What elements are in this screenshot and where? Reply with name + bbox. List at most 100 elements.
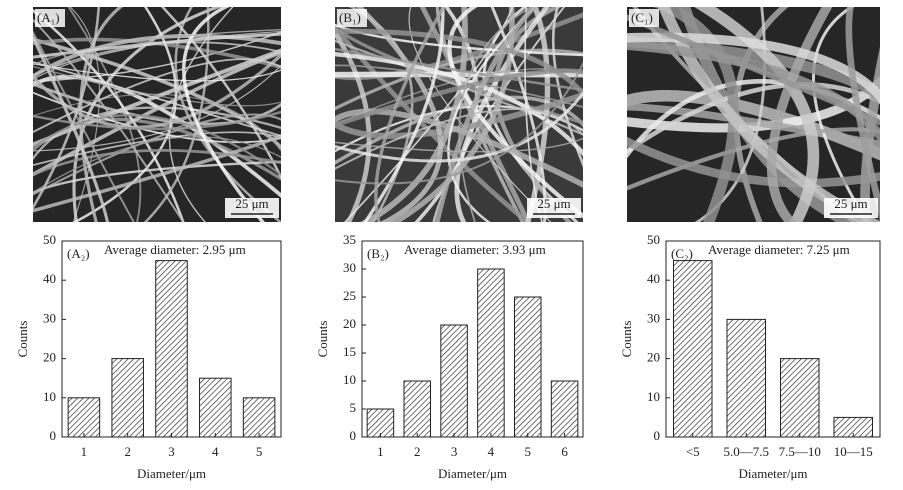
scale-label: 25 μm bbox=[537, 196, 570, 211]
bar bbox=[779, 358, 820, 438]
scale-bg bbox=[824, 198, 878, 218]
fiber bbox=[335, 68, 583, 128]
panel-label: (C₂) bbox=[671, 246, 693, 261]
y-tick-label: 50 bbox=[43, 232, 56, 247]
fiber bbox=[335, 23, 583, 57]
x-tick-label: 6 bbox=[561, 444, 568, 459]
x-tick-label: 3 bbox=[168, 444, 175, 459]
y-tick-label: 20 bbox=[343, 316, 356, 331]
fiber bbox=[458, 7, 534, 222]
x-tick-label: 1 bbox=[377, 444, 384, 459]
fiber bbox=[335, 108, 583, 188]
image-label: (B₁) bbox=[339, 10, 361, 25]
fiber bbox=[524, 7, 543, 222]
fiber bbox=[627, 40, 880, 144]
y-tick-label: 30 bbox=[343, 260, 356, 275]
bar bbox=[513, 296, 542, 438]
x-axis-label: Diameter/μm bbox=[438, 466, 507, 481]
x-axis-label: Diameter/μm bbox=[137, 466, 206, 481]
fiber bbox=[335, 52, 583, 157]
x-tick-label: 4 bbox=[488, 444, 495, 459]
label-bg bbox=[337, 9, 367, 27]
fiber bbox=[33, 134, 281, 213]
bar bbox=[672, 260, 713, 438]
fibers bbox=[33, 7, 281, 222]
fiber bbox=[335, 28, 583, 98]
y-tick-label: 25 bbox=[343, 288, 356, 303]
y-axis-label: Counts bbox=[15, 321, 30, 358]
x-tick-label: 10—15 bbox=[834, 444, 873, 459]
fiber bbox=[67, 7, 142, 222]
x-tick-label: 5.0—7.5 bbox=[724, 444, 770, 459]
fiber bbox=[33, 32, 110, 222]
y-tick-label: 35 bbox=[343, 232, 356, 247]
fiber bbox=[79, 7, 124, 222]
y-tick-label: 20 bbox=[647, 350, 660, 365]
fiber bbox=[33, 31, 281, 81]
y-tick-label: 30 bbox=[647, 310, 660, 325]
fiber bbox=[33, 82, 281, 126]
y-tick-label: 0 bbox=[350, 428, 357, 443]
fiber bbox=[33, 136, 281, 194]
scale-bg bbox=[527, 198, 581, 218]
bar bbox=[199, 377, 232, 438]
x-tick-label: 5 bbox=[525, 444, 532, 459]
plot-frame bbox=[665, 240, 881, 438]
fiber bbox=[335, 61, 583, 185]
fiber bbox=[627, 136, 880, 188]
panel-label: (A₂) bbox=[67, 246, 90, 261]
y-tick-label: 0 bbox=[654, 428, 661, 443]
fiber bbox=[335, 108, 583, 170]
y-tick-label: 5 bbox=[350, 400, 357, 415]
fiber bbox=[434, 7, 538, 222]
fiber bbox=[33, 65, 281, 107]
x-tick-label: 2 bbox=[124, 444, 131, 459]
fiber bbox=[33, 63, 281, 82]
fiber bbox=[33, 61, 281, 137]
fiber bbox=[335, 137, 583, 153]
x-tick-label: 3 bbox=[451, 444, 458, 459]
image-label: (C₁) bbox=[631, 10, 653, 25]
bar bbox=[726, 318, 767, 438]
fiber bbox=[454, 7, 550, 222]
bar bbox=[67, 397, 101, 438]
y-tick-label: 40 bbox=[647, 271, 660, 286]
fiber bbox=[335, 90, 583, 163]
x-tick-label: 5 bbox=[256, 444, 263, 459]
fiber bbox=[694, 7, 820, 222]
bar bbox=[366, 408, 395, 438]
fiber bbox=[657, 7, 880, 222]
label-bg bbox=[35, 9, 65, 27]
bar bbox=[242, 397, 276, 438]
fiber bbox=[335, 91, 583, 139]
fiber bbox=[845, 7, 880, 222]
y-tick-label: 40 bbox=[43, 271, 56, 286]
fiber bbox=[766, 7, 833, 222]
bar bbox=[477, 268, 505, 438]
fiber bbox=[355, 7, 443, 222]
fiber bbox=[33, 33, 281, 79]
plot-frame bbox=[61, 240, 282, 438]
fiber bbox=[627, 14, 880, 126]
x-tick-label: <5 bbox=[686, 444, 700, 459]
fibers bbox=[627, 7, 880, 222]
fiber bbox=[374, 7, 446, 222]
bar bbox=[403, 380, 432, 438]
panel-label: (B₂) bbox=[367, 246, 389, 261]
x-tick-label: 7.5—10 bbox=[779, 444, 821, 459]
scale-bg bbox=[225, 198, 279, 218]
annotation: Average diameter: 7.25 μm bbox=[708, 242, 850, 257]
y-tick-label: 30 bbox=[43, 310, 56, 325]
fiber bbox=[33, 18, 185, 222]
bar bbox=[111, 358, 144, 438]
y-tick-label: 10 bbox=[647, 389, 660, 404]
annotation: Average diameter: 2.95 μm bbox=[104, 242, 246, 257]
label-bg bbox=[629, 9, 659, 27]
fibers bbox=[335, 7, 583, 222]
fiber bbox=[551, 7, 583, 168]
fiber bbox=[627, 82, 880, 154]
fiber bbox=[33, 113, 281, 196]
scale-label: 25 μm bbox=[235, 196, 268, 211]
fiber bbox=[447, 7, 583, 219]
y-axis-label: Counts bbox=[315, 321, 330, 358]
